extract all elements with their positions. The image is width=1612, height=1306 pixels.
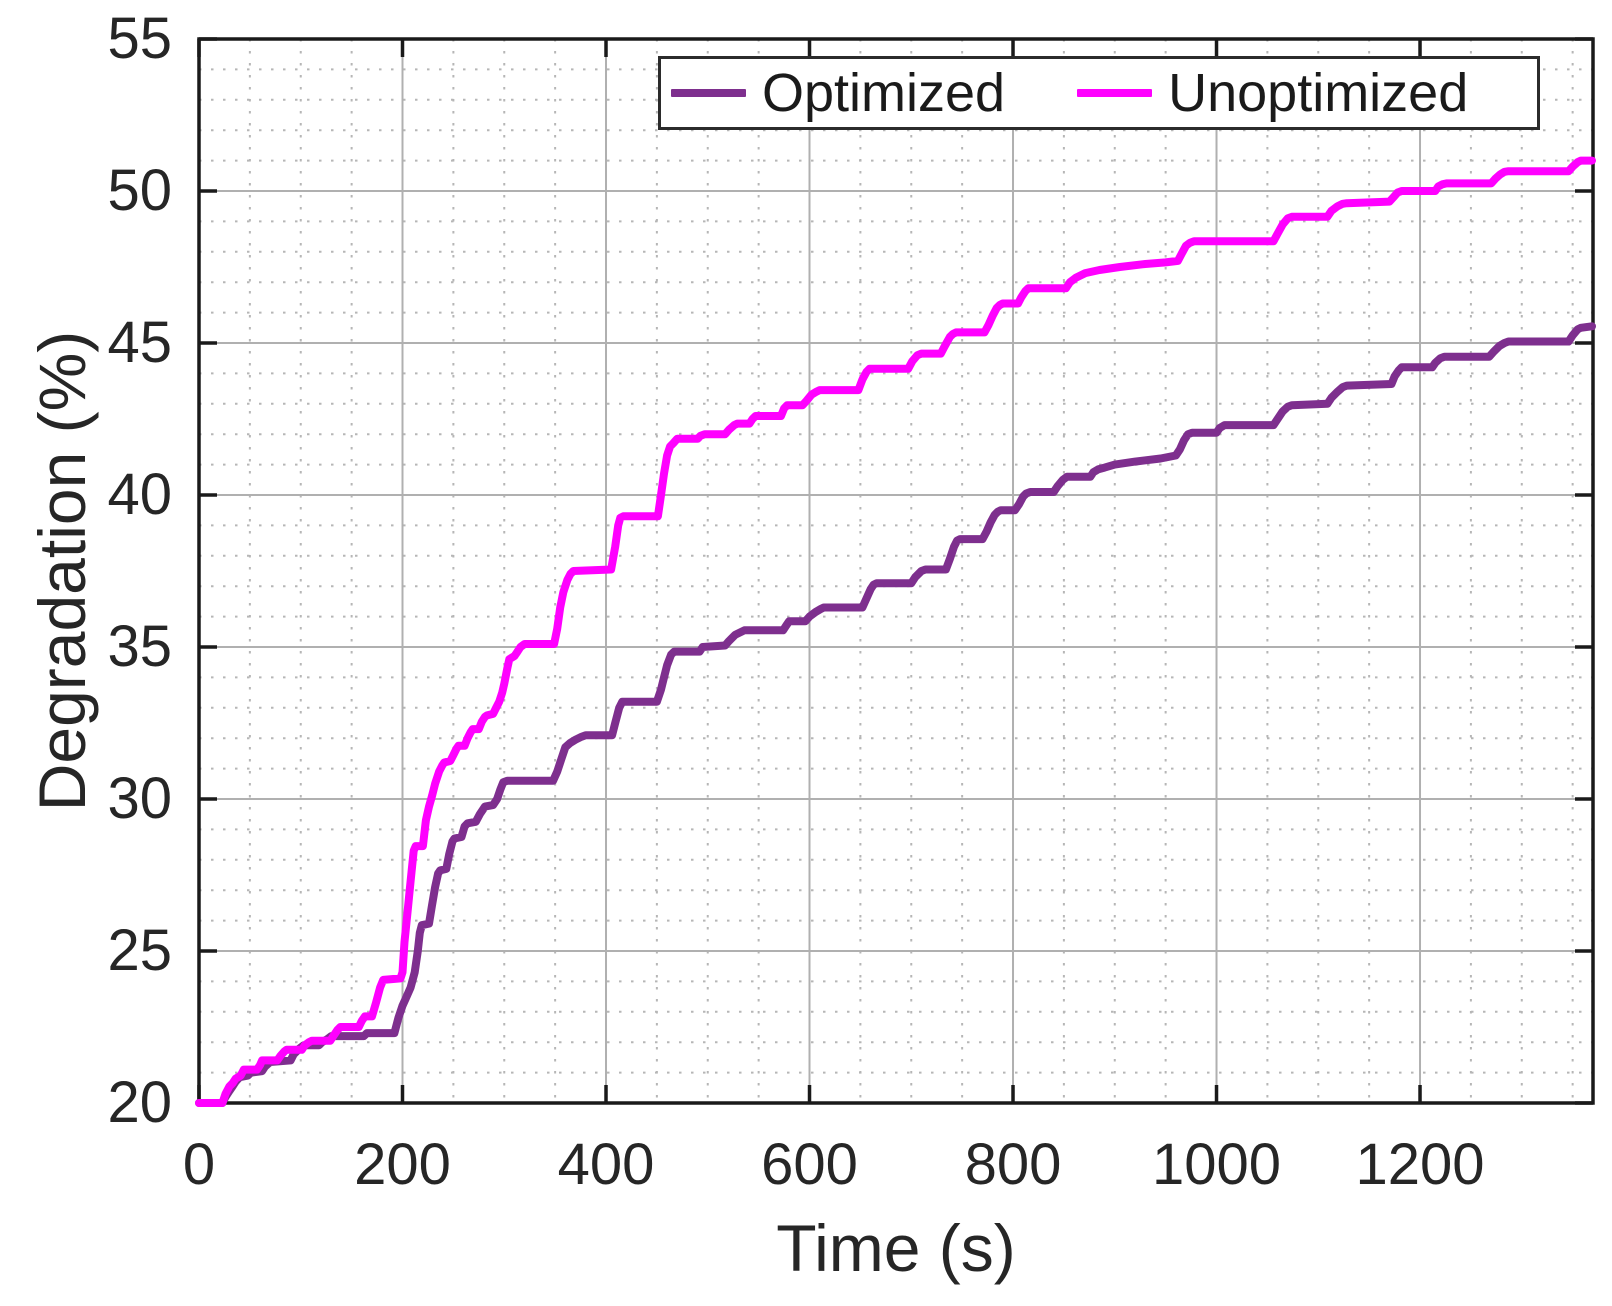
x-tick-label: 0	[182, 1132, 216, 1197]
legend-entry-unoptimized: Unoptimized	[1077, 66, 1468, 120]
y-tick-label: 20	[107, 1070, 172, 1135]
unoptimized-line-sample-icon	[1077, 89, 1153, 97]
x-tick-label: 800	[964, 1132, 1062, 1197]
plot-box-border	[197, 37, 1595, 1105]
x-tick-label: 400	[557, 1132, 655, 1197]
x-axis-title: Time (s)	[776, 1211, 1016, 1285]
y-tick-label: 55	[107, 6, 172, 71]
y-tick-label: 35	[107, 614, 172, 679]
y-tick-label: 45	[107, 310, 172, 375]
x-tick-label: 600	[761, 1132, 858, 1197]
y-tick-label: 40	[107, 462, 172, 527]
y-tick-label: 30	[107, 766, 172, 831]
legend-entry-optimized: Optimized	[671, 66, 1005, 120]
series-line-unoptimized	[195, 156, 1596, 1107]
legend: Optimized Unoptimized	[658, 56, 1540, 130]
x-tick-label: 1000	[1152, 1132, 1282, 1197]
series-line-optimized	[195, 322, 1596, 1107]
y-tick-label: 25	[107, 918, 172, 983]
y-axis-title: Degradation (%)	[25, 330, 99, 812]
x-tick-label: 1200	[1355, 1132, 1485, 1197]
x-tick-label: 200	[354, 1132, 451, 1197]
y-tick-label: 50	[107, 158, 172, 223]
legend-label-optimized: Optimized	[762, 63, 1006, 123]
legend-label-unoptimized: Unoptimized	[1168, 63, 1469, 123]
optimized-line-sample-icon	[671, 89, 746, 97]
